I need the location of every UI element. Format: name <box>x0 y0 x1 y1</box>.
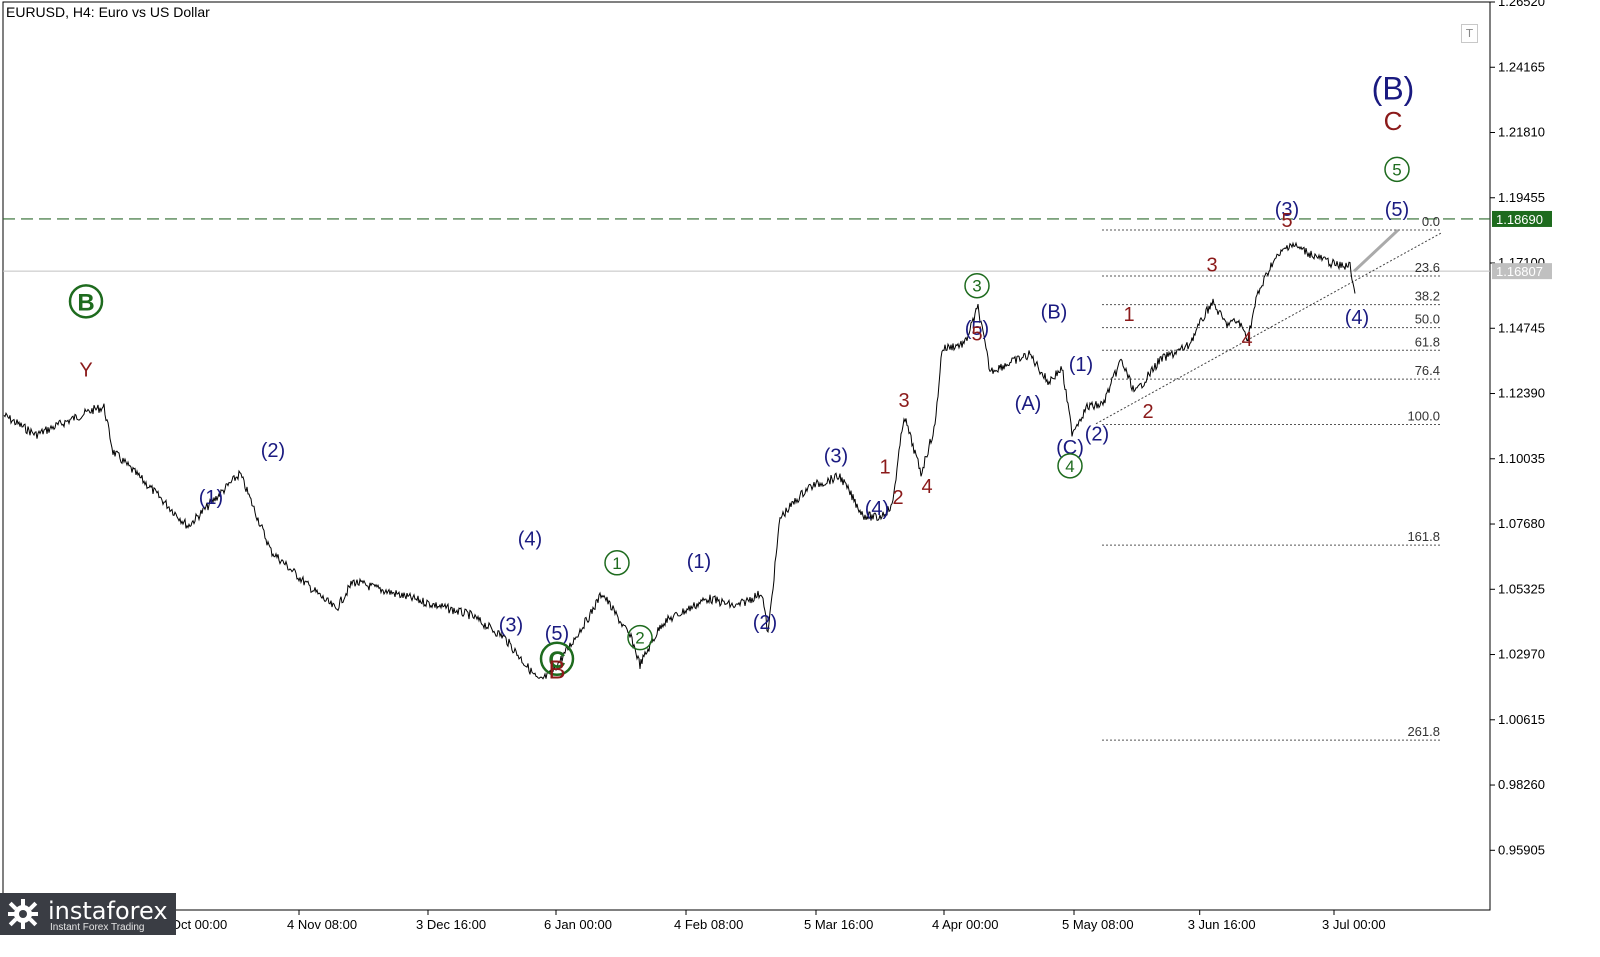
fib-level-label: 76.4 <box>1415 363 1440 378</box>
current-price-tag <box>1492 263 1552 280</box>
instaforex-watermark: instaforex Instant Forex Trading <box>0 893 176 935</box>
wave-label: 2 <box>635 629 644 648</box>
resistance-price-tag <box>1492 210 1552 227</box>
y-tick-label: 1.19455 <box>1498 190 1545 205</box>
wave-label-circle <box>964 272 990 299</box>
wave-label-circle <box>539 641 575 677</box>
x-tick-label: 3 Jun 16:00 <box>1188 917 1256 932</box>
brand-tagline: Instant Forex Trading <box>50 922 145 933</box>
wave-label: 4 <box>1241 329 1252 351</box>
y-tick-label: 1.26520 <box>1498 0 1545 9</box>
wave-label: (4) <box>865 498 889 520</box>
wave-label: B <box>548 655 565 685</box>
wave-label: (3) <box>499 615 523 637</box>
wave-label: 4 <box>921 476 932 498</box>
wave-label: (A) <box>1015 393 1042 415</box>
brand-name: instaforex <box>48 897 168 925</box>
wave-label: (2) <box>753 612 777 634</box>
wave-label: 5 <box>1392 160 1401 179</box>
fib-level-label: 161.8 <box>1407 529 1440 544</box>
wave-label: 5 <box>971 324 982 346</box>
wave-label: 1 <box>612 554 621 573</box>
fib-level-label: 0.0 <box>1422 214 1440 229</box>
wave-label: 1 <box>879 457 890 479</box>
wave-label-circle <box>68 284 104 319</box>
y-tick-label: 1.14745 <box>1498 320 1545 335</box>
fib-level-label: 23.6 <box>1415 260 1440 275</box>
wave-label: (2) <box>261 440 285 462</box>
fib-level-label: 50.0 <box>1415 312 1440 327</box>
wave-label: 2 <box>1142 401 1153 423</box>
price-line <box>3 241 1356 680</box>
wave-label: (5) <box>965 318 989 340</box>
wave-label-circle <box>1057 453 1083 479</box>
wave-label-circle <box>627 624 653 651</box>
x-tick-label: 4 Nov 08:00 <box>287 917 357 932</box>
y-tick-label: 1.21810 <box>1498 125 1545 140</box>
x-tick-label: 6 Jan 00:00 <box>544 917 612 932</box>
wave-label: C <box>1384 106 1403 136</box>
fib-level-label: 61.8 <box>1415 334 1440 349</box>
wave-label: (1) <box>1069 354 1093 376</box>
wave-label: (1) <box>687 551 711 573</box>
wave-label: (2) <box>1085 423 1109 445</box>
wave-label: (5) <box>545 623 569 645</box>
y-tick-label: 1.10035 <box>1498 451 1545 466</box>
wave-label: 5 <box>1281 210 1292 232</box>
wave-label: 3 <box>898 390 909 412</box>
chart-title: EURUSD, H4: Euro vs US Dollar <box>6 4 210 20</box>
wave-label: B <box>77 289 94 316</box>
wave-label: 4 <box>1065 457 1074 476</box>
wave-label-circle <box>1384 156 1410 183</box>
x-tick-label: 4 Oct 00:00 <box>160 917 227 932</box>
wave-label: 1 <box>1123 304 1134 326</box>
wave-label: (4) <box>518 529 542 551</box>
x-tick-label: 4 Apr 00:00 <box>932 917 999 932</box>
x-tick-label: 3 Dec 16:00 <box>416 917 486 932</box>
current-price-label: 1.16807 <box>1496 264 1543 279</box>
wave-label: (B) <box>1372 71 1415 107</box>
wave-label: 3 <box>1206 254 1217 276</box>
plot-frame <box>2 1 1491 911</box>
y-tick-label: 0.95905 <box>1498 842 1545 857</box>
fib-level-label: 38.2 <box>1415 289 1440 304</box>
wave-label: (C) <box>1056 437 1084 459</box>
channel-trend-line <box>1095 232 1443 425</box>
y-tick-label: 1.02970 <box>1498 647 1545 662</box>
wave-label: 3 <box>972 277 981 296</box>
trade-panel-toggle-button[interactable]: T <box>1461 24 1478 43</box>
x-tick-label: 5 Mar 16:00 <box>804 917 873 932</box>
projection-line <box>1352 228 1400 273</box>
wave-label: (4) <box>1345 307 1369 329</box>
x-tick-label: 5 May 08:00 <box>1062 917 1134 932</box>
wave-label-circle <box>604 550 630 576</box>
wave-label: (1) <box>199 487 223 509</box>
wave-label: Y <box>79 360 92 382</box>
wave-label: C <box>548 647 565 674</box>
y-tick-label: 1.24165 <box>1498 59 1545 74</box>
x-tick-label: 4 Feb 08:00 <box>674 917 743 932</box>
wave-label: (3) <box>1275 199 1299 221</box>
y-tick-label: 1.05325 <box>1498 581 1545 596</box>
wave-label: (5) <box>1385 199 1409 221</box>
y-tick-label: 1.12390 <box>1498 386 1545 401</box>
y-tick-label: 1.07680 <box>1498 516 1545 531</box>
fib-level-label: 100.0 <box>1407 409 1440 424</box>
y-tick-label: 1.00615 <box>1498 712 1545 727</box>
wave-label: 2 <box>892 487 903 509</box>
resistance-price-label: 1.18690 <box>1496 212 1543 227</box>
y-tick-label: 0.98260 <box>1498 777 1545 792</box>
fib-level-label: 261.8 <box>1407 724 1440 739</box>
wave-label: (3) <box>824 446 848 468</box>
wave-label: (B) <box>1041 301 1068 323</box>
x-tick-label: 3 Jul 00:00 <box>1322 917 1386 932</box>
instaforex-logo-icon <box>8 899 38 929</box>
